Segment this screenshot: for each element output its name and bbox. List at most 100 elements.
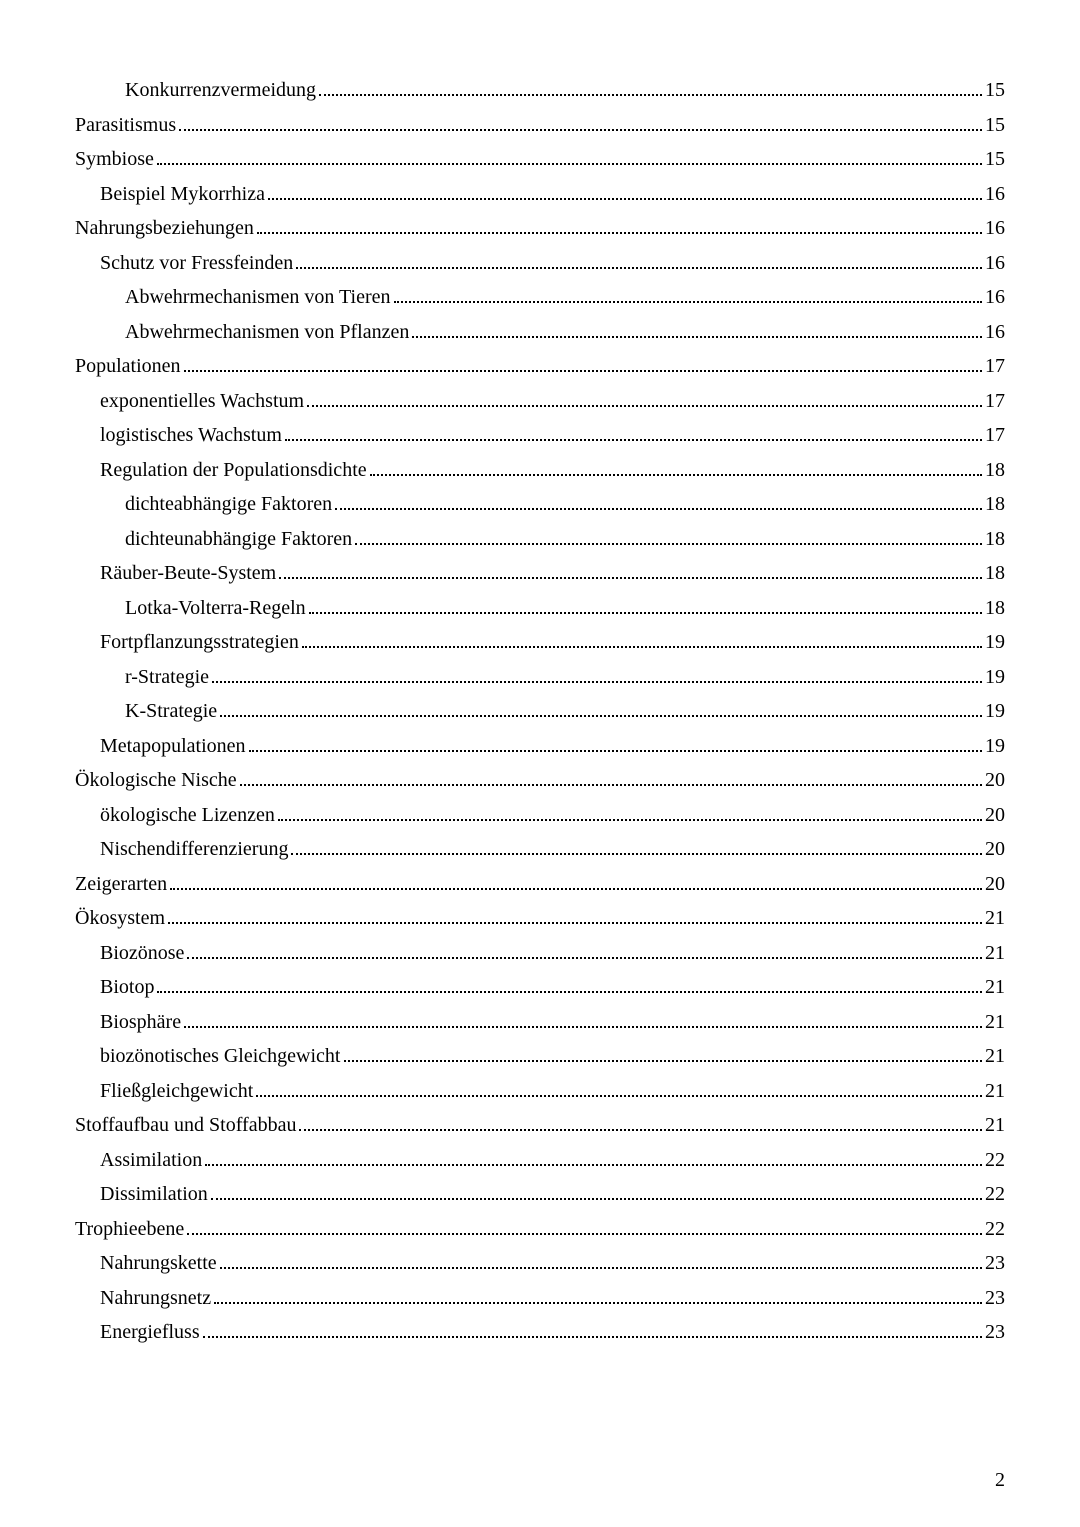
toc-page-number: 21 [985,977,1005,997]
toc-leader-dots [249,750,982,752]
toc-leader-dots [268,198,982,200]
toc-title: dichteunabhängige Faktoren [125,529,352,549]
toc-entry[interactable]: Stoffaufbau und Stoffabbau 21 [75,1115,1005,1135]
toc-entry[interactable]: K-Strategie19 [75,701,1005,721]
toc-entry[interactable]: Fortpflanzungsstrategien 19 [75,632,1005,652]
toc-page-number: 21 [985,908,1005,928]
toc-title: Ökosystem [75,908,165,928]
toc-entry[interactable]: exponentielles Wachstum 17 [75,391,1005,411]
toc-entry[interactable]: Konkurrenzvermeidung15 [75,80,1005,100]
toc-title: Biotop [100,977,154,997]
toc-entry[interactable]: Assimilation22 [75,1150,1005,1170]
toc-entry[interactable]: Regulation der Populationsdichte18 [75,460,1005,480]
toc-title: Schutz vor Fressfeinden [100,253,293,273]
toc-entry[interactable]: Biosphäre 21 [75,1012,1005,1032]
toc-leader-dots [296,267,982,269]
toc-page-number: 20 [985,770,1005,790]
toc-entry[interactable]: Ökologische Nische 20 [75,770,1005,790]
toc-entry[interactable]: Energiefluss23 [75,1322,1005,1342]
toc-entry[interactable]: ökologische Lizenzen20 [75,805,1005,825]
toc-page-number: 18 [985,598,1005,618]
toc-page-number: 16 [985,218,1005,238]
toc-entry[interactable]: Dissimilation22 [75,1184,1005,1204]
toc-page-number: 21 [985,1046,1005,1066]
toc-title: Ökologische Nische [75,770,237,790]
toc-entry[interactable]: Ökosystem 21 [75,908,1005,928]
toc-title: Lotka-Volterra-Regeln [125,598,306,618]
toc-entry[interactable]: Symbiose15 [75,149,1005,169]
toc-page-number: 22 [985,1219,1005,1239]
toc-leader-dots [307,405,982,407]
toc-leader-dots [157,163,982,165]
toc-title: exponentielles Wachstum [100,391,304,411]
toc-page-number: 23 [985,1288,1005,1308]
toc-page-number: 15 [985,149,1005,169]
toc-leader-dots [157,991,982,993]
toc-title: Biosphäre [100,1012,181,1032]
toc-page-number: 21 [985,1081,1005,1101]
toc-entry[interactable]: Biotop 21 [75,977,1005,997]
toc-entry[interactable]: Abwehrmechanismen von Tieren16 [75,287,1005,307]
toc-leader-dots [187,1233,982,1235]
toc-leader-dots [240,784,982,786]
table-of-contents: Konkurrenzvermeidung15Parasitismus15Symb… [75,80,1005,1342]
toc-page-number: 18 [985,529,1005,549]
toc-leader-dots [291,853,982,855]
toc-leader-dots [184,1026,982,1028]
toc-entry[interactable]: Abwehrmechanismen von Pflanzen16 [75,322,1005,342]
toc-entry[interactable]: Populationen17 [75,356,1005,376]
toc-title: Parasitismus [75,115,176,135]
toc-entry[interactable]: biozönotisches Gleichgewicht21 [75,1046,1005,1066]
toc-leader-dots [184,370,982,372]
toc-page-number: 17 [985,356,1005,376]
toc-entry[interactable]: Fließgleichgewicht21 [75,1081,1005,1101]
toc-leader-dots [170,888,982,890]
toc-entry[interactable]: Räuber-Beute-System18 [75,563,1005,583]
toc-leader-dots [355,543,982,545]
toc-entry[interactable]: Lotka-Volterra-Regeln 18 [75,598,1005,618]
toc-title: Regulation der Populationsdichte [100,460,367,480]
toc-entry[interactable]: Trophieebene22 [75,1219,1005,1239]
toc-page-number: 19 [985,632,1005,652]
toc-leader-dots [309,612,982,614]
toc-title: dichteabhängige Faktoren [125,494,332,514]
toc-page-number: 19 [985,667,1005,687]
toc-title: Stoffaufbau und Stoffabbau [75,1115,296,1135]
page-number: 2 [995,1469,1005,1492]
toc-entry[interactable]: Nahrungskette23 [75,1253,1005,1273]
toc-page-number: 22 [985,1184,1005,1204]
toc-leader-dots [256,1095,982,1097]
toc-leader-dots [302,646,982,648]
toc-entry[interactable]: dichteabhängige Faktoren18 [75,494,1005,514]
toc-entry[interactable]: Nahrungsbeziehungen 16 [75,218,1005,238]
toc-page-number: 15 [985,80,1005,100]
toc-entry[interactable]: Beispiel Mykorrhiza16 [75,184,1005,204]
toc-entry[interactable]: Schutz vor Fressfeinden16 [75,253,1005,273]
toc-leader-dots [211,1198,982,1200]
toc-entry[interactable]: Nischendifferenzierung20 [75,839,1005,859]
toc-leader-dots [394,301,982,303]
toc-page-number: 21 [985,1012,1005,1032]
toc-title: Assimilation [100,1150,202,1170]
toc-page-number: 18 [985,563,1005,583]
toc-leader-dots [214,1302,982,1304]
toc-entry[interactable]: Metapopulationen19 [75,736,1005,756]
toc-entry[interactable]: Parasitismus15 [75,115,1005,135]
toc-page-number: 21 [985,1115,1005,1135]
toc-title: Fortpflanzungsstrategien [100,632,299,652]
toc-title: Zeigerarten [75,874,167,894]
toc-entry[interactable]: dichteunabhängige Faktoren 18 [75,529,1005,549]
toc-leader-dots [168,922,982,924]
toc-page-number: 16 [985,322,1005,342]
toc-page-number: 21 [985,943,1005,963]
toc-leader-dots [205,1164,982,1166]
toc-entry[interactable]: r-Strategie19 [75,667,1005,687]
toc-title: Nahrungsbeziehungen [75,218,254,238]
toc-entry[interactable]: Zeigerarten20 [75,874,1005,894]
toc-page-number: 17 [985,391,1005,411]
toc-entry[interactable]: logistisches Wachstum17 [75,425,1005,445]
toc-entry[interactable]: Biozönose21 [75,943,1005,963]
toc-leader-dots [319,94,982,96]
toc-entry[interactable]: Nahrungsnetz23 [75,1288,1005,1308]
toc-leader-dots [220,715,982,717]
